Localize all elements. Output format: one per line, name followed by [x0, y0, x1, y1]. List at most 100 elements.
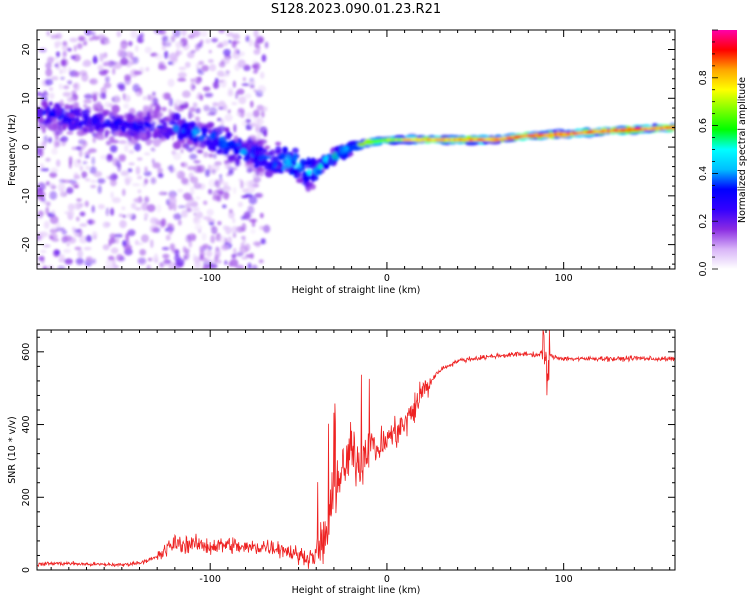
heat-cell [218, 235, 227, 244]
heat-cell [244, 64, 250, 70]
heat-cell [136, 157, 143, 161]
heat-cell [263, 154, 271, 160]
heat-cell [60, 76, 65, 81]
heat-cell [192, 137, 198, 144]
heat-cell [95, 124, 100, 131]
heat-cell [193, 212, 197, 217]
heat-cell [157, 167, 163, 175]
heat-cell [161, 92, 169, 100]
heat-cell [180, 148, 184, 154]
heat-cell [109, 145, 118, 153]
heat-cell [98, 34, 106, 39]
heat-cell [260, 110, 265, 118]
heat-cell [195, 107, 201, 114]
heat-cell [128, 40, 133, 47]
heat-cell [205, 38, 211, 44]
heat-cell [68, 125, 75, 131]
heat-cell [233, 186, 237, 195]
heat-cell [121, 124, 126, 133]
heat-cell [233, 167, 238, 170]
heat-cell [62, 91, 72, 97]
heat-cell [222, 40, 229, 47]
heat-cell [49, 190, 58, 200]
heat-cell [115, 237, 120, 244]
heat-cell [119, 44, 128, 49]
heat-cell [256, 133, 263, 137]
heat-cell [51, 148, 58, 155]
heat-cell [205, 169, 210, 177]
heat-cell [249, 122, 257, 127]
heat-cell [248, 218, 258, 223]
heat-cell [146, 264, 151, 269]
heat-cell [243, 211, 251, 220]
heat-cell [45, 181, 50, 186]
heat-cell [168, 228, 173, 235]
heat-cell [223, 57, 230, 65]
heat-cell [97, 66, 104, 71]
heat-cell [120, 57, 129, 66]
spectrogram-y-axis-label: Frequency (Hz) [7, 114, 18, 186]
heat-cell [81, 110, 87, 115]
colorbar-tick-label: 0.4 [698, 166, 709, 181]
heat-cell [223, 48, 231, 57]
heat-cell [218, 42, 223, 48]
heat-cell [200, 127, 209, 133]
heat-cell [238, 96, 247, 105]
colorbar-label: Normalized spectral amplitude [737, 77, 748, 223]
heat-cell [165, 234, 171, 241]
heat-cell [49, 171, 58, 178]
heat-cell [201, 232, 207, 241]
heat-cell [136, 242, 144, 246]
heat-cell [226, 141, 235, 147]
heat-cell [71, 119, 76, 126]
heat-cell [66, 242, 70, 247]
heat-cell [128, 162, 135, 166]
heat-cell [224, 127, 230, 133]
heat-cell [116, 30, 122, 38]
heat-cell [100, 154, 109, 160]
heat-cell [38, 255, 45, 262]
heat-cell [194, 225, 203, 231]
heat-cell [216, 79, 224, 83]
heat-cell [190, 82, 196, 92]
heat-cell [91, 231, 98, 240]
heat-cell [108, 123, 115, 129]
heat-cell [84, 178, 91, 182]
heat-cell [171, 249, 180, 254]
heat-cell [157, 173, 164, 178]
heat-cell [161, 121, 168, 126]
heat-cell [50, 76, 59, 81]
heat-cell [120, 170, 130, 177]
heat-cell [254, 145, 264, 152]
heat-cell [110, 179, 117, 187]
heat-cell [258, 155, 264, 161]
heat-cell [114, 233, 123, 238]
heat-cell [97, 135, 105, 141]
heat-cell [62, 41, 68, 46]
colorbar-gradient [712, 30, 737, 269]
heat-cell [251, 64, 258, 69]
heat-cell [235, 264, 245, 269]
heat-cell [228, 166, 235, 174]
heat-cell [218, 130, 223, 136]
snr-y-tick-label: 600 [21, 343, 32, 361]
heat-cell [258, 168, 265, 177]
heat-cell [45, 78, 53, 86]
heat-cell [122, 188, 126, 197]
heat-cell [232, 33, 241, 40]
heat-cell [168, 97, 174, 107]
heat-cell [241, 83, 250, 87]
heat-cell [143, 105, 150, 112]
heat-cell [240, 180, 244, 189]
spectrogram-y-tick-label: 10 [21, 92, 32, 104]
heat-cell [39, 231, 49, 238]
heat-cell [151, 158, 155, 164]
heat-cell [62, 65, 67, 74]
heat-cell [124, 74, 132, 81]
heat-cell [142, 96, 148, 101]
heat-cell [173, 152, 182, 161]
heat-cell [99, 92, 106, 99]
heat-cell [209, 63, 217, 72]
heat-cell [247, 262, 252, 269]
heat-cell [59, 99, 64, 108]
